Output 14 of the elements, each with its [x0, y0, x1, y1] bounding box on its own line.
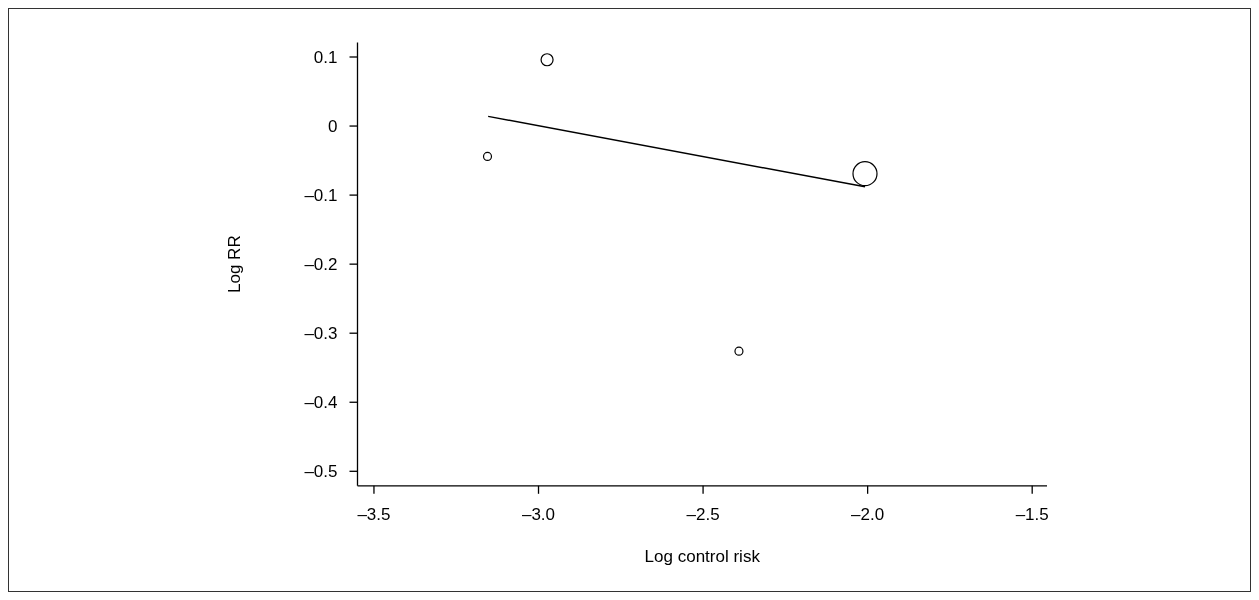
y-tick-label: –0.5 [304, 462, 338, 482]
y-axis-title: Log RR [225, 235, 244, 293]
x-tick-label: –2.5 [686, 504, 720, 524]
x-axis-title: Log control risk [644, 547, 761, 566]
x-tick-label: –3.0 [521, 504, 556, 524]
x-tick-label: –2.0 [851, 504, 885, 524]
y-tick-label: 0 [328, 117, 338, 136]
y-tick-label: –0.2 [304, 255, 338, 275]
y-tick-label: –0.1 [304, 186, 338, 206]
y-tick-label: –0.3 [304, 324, 338, 344]
x-tick-label: –1.5 [1015, 504, 1049, 524]
x-tick-label: –3.5 [357, 504, 391, 524]
y-tick-label: –0.4 [304, 393, 338, 413]
y-tick-label: 0.1 [313, 47, 338, 67]
